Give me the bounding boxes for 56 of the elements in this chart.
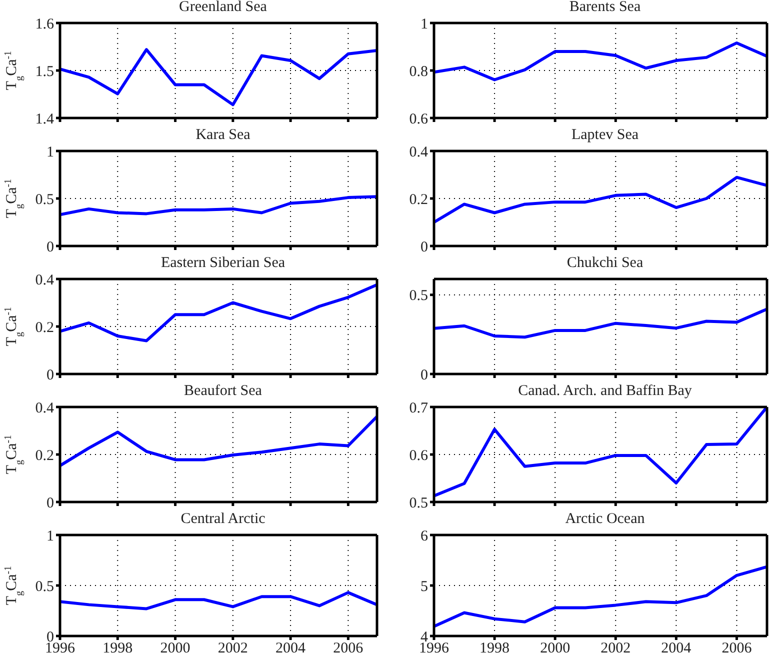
chart-title: Eastern Siberian Sea [160, 255, 286, 271]
x-tick-label: 2002 [218, 640, 248, 657]
y-tick-label: 0.5 [409, 495, 428, 512]
y-tick-label: 0.6 [409, 448, 428, 464]
x-tick-label: 1998 [102, 640, 133, 657]
y-tick-label: 0.4 [35, 400, 54, 416]
y-tick-label: 0.7 [409, 400, 428, 416]
x-tick-label: 2006 [333, 640, 364, 657]
x-tick-label: 2000 [160, 640, 190, 657]
chart-title: Central Arctic [180, 511, 266, 527]
line-series [60, 591, 377, 610]
y-tick-label: 5 [420, 578, 428, 595]
chart-title: Arctic Ocean [564, 511, 646, 527]
x-tick-label: 2006 [722, 640, 752, 657]
y-tick-label: 0 [46, 367, 54, 384]
y-tick-label: 0.2 [35, 448, 54, 464]
y-tick-label: 1 [46, 528, 54, 544]
y-tick-label: 1 [420, 16, 428, 32]
y-tick-label: 1 [46, 144, 54, 160]
x-tick-label: 2004 [276, 640, 306, 657]
line-series [60, 48, 377, 106]
y-tick-label: 0 [46, 495, 54, 512]
y-tick-label: 0.2 [35, 320, 54, 336]
y-tick-label: 1.6 [35, 16, 54, 32]
chart-title: Chukchi Sea [566, 255, 644, 271]
y-tick-label: 0.5 [409, 288, 428, 304]
chart-title: Barents Sea [568, 0, 642, 15]
line-series [434, 565, 767, 628]
chart-title: Laptev Sea [570, 127, 640, 143]
line-series [60, 415, 377, 468]
line-series [434, 308, 767, 339]
line-series [434, 176, 767, 224]
chart-title: Beaufort Sea [183, 383, 263, 399]
line-series [60, 195, 377, 216]
chart-title: Greenland Sea [178, 0, 268, 15]
y-tick-label: 0.5 [35, 192, 54, 208]
chart-title: Canad. Arch. and Baffin Bay [517, 383, 693, 399]
y-tick-label: 0.2 [409, 192, 428, 208]
y-tick-label: 0.6 [409, 111, 428, 128]
y-tick-label: 1.4 [35, 111, 54, 128]
x-tick-label: 2002 [600, 640, 631, 657]
y-tick-label: 0 [420, 367, 428, 384]
x-tick-label: 1998 [480, 640, 510, 657]
y-tick-label: 0.5 [35, 578, 54, 595]
y-tick-label: 0.4 [409, 144, 428, 160]
line-series [60, 283, 377, 342]
x-tick-label: 2004 [661, 640, 692, 657]
line-series [434, 41, 767, 82]
chart-title: Kara Sea [194, 127, 252, 143]
y-tick-label: 0 [46, 239, 54, 256]
y-tick-label: 1.5 [35, 64, 54, 80]
y-tick-label: 0.4 [35, 272, 54, 288]
y-tick-label: 0 [420, 239, 428, 256]
y-tick-label: 0.8 [409, 64, 428, 80]
x-tick-label: 2000 [540, 640, 570, 657]
y-tick-label: 6 [420, 528, 428, 544]
